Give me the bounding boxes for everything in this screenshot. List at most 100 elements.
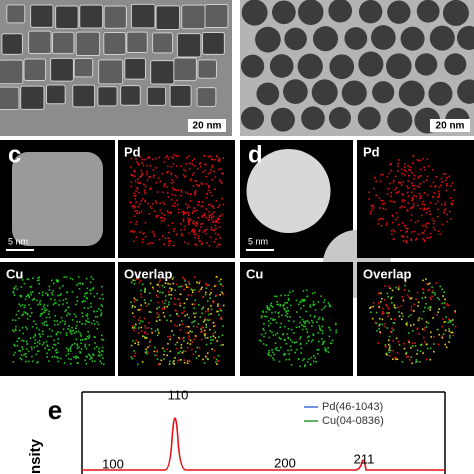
- element-signal: [188, 206, 191, 208]
- element-signal: [390, 170, 393, 172]
- element-signal: [30, 312, 33, 314]
- element-signal: [36, 299, 38, 302]
- element-signal: [141, 198, 144, 200]
- element-signal: [432, 289, 434, 292]
- element-signal: [214, 325, 217, 327]
- element-signal: [137, 343, 140, 346]
- element-signal: [211, 178, 213, 181]
- element-signal: [85, 319, 87, 322]
- element-signal: [167, 342, 169, 345]
- element-signal: [197, 204, 199, 206]
- element-signal: [70, 350, 72, 352]
- element-signal: [325, 350, 328, 353]
- element-signal: [287, 310, 290, 312]
- element-signal: [145, 350, 148, 353]
- element-signal: [149, 282, 152, 285]
- element-signal: [202, 306, 205, 309]
- element-signal: [63, 323, 66, 325]
- element-signal: [180, 358, 182, 361]
- element-signal: [295, 348, 298, 351]
- element-signal: [170, 165, 173, 168]
- element-signal: [193, 193, 196, 196]
- element-signal: [219, 237, 221, 239]
- element-signal: [185, 211, 188, 214]
- element-signal: [162, 201, 165, 204]
- element-signal: [306, 331, 309, 334]
- nanocube: [55, 5, 79, 30]
- element-signal: [52, 303, 55, 306]
- element-signal: [374, 321, 377, 324]
- element-signal: [102, 298, 104, 300]
- element-signal: [299, 336, 302, 338]
- element-signal: [204, 310, 207, 313]
- element-signal: [132, 240, 135, 243]
- element-signal: [429, 296, 432, 299]
- map-panel: [118, 262, 235, 376]
- element-signal: [30, 346, 33, 348]
- element-signal: [443, 301, 446, 304]
- nanocube: [20, 85, 45, 110]
- element-signal: [171, 222, 174, 225]
- element-signal: [317, 318, 320, 321]
- element-signal: [268, 307, 271, 309]
- element-signal: [87, 353, 90, 356]
- element-signal: [131, 304, 134, 307]
- element-signal: [191, 303, 194, 306]
- element-signal: [217, 217, 219, 220]
- element-signal: [208, 319, 210, 322]
- element-signal: [37, 303, 39, 306]
- element-signal: [284, 314, 287, 317]
- element-signal: [173, 205, 176, 208]
- element-signal: [184, 175, 187, 177]
- element-signal: [443, 306, 446, 309]
- element-signal: [185, 157, 188, 159]
- element-signal: [378, 306, 380, 308]
- element-signal: [78, 288, 81, 290]
- element-signal: [278, 360, 281, 363]
- element-signal: [170, 289, 173, 292]
- element-signal: [396, 358, 399, 360]
- element-signal: [416, 327, 419, 330]
- element-signal: [186, 313, 189, 316]
- element-signal: [16, 288, 19, 291]
- element-signal: [312, 333, 314, 336]
- element-signal: [76, 356, 79, 359]
- element-signal: [425, 278, 427, 280]
- element-signal: [427, 289, 429, 292]
- element-signal: [74, 315, 77, 318]
- element-signal: [161, 300, 164, 303]
- element-signal: [179, 302, 181, 305]
- element-signal: [388, 349, 390, 351]
- element-signal: [398, 285, 400, 288]
- element-signal: [450, 202, 453, 205]
- element-signal: [170, 182, 173, 184]
- element-signal: [13, 287, 15, 290]
- element-signal: [210, 226, 213, 229]
- element-signal: [133, 315, 135, 318]
- element-signal: [197, 200, 200, 203]
- element-signal: [385, 304, 387, 306]
- element-signal: [418, 186, 421, 188]
- element-signal: [172, 334, 175, 336]
- element-signal: [181, 312, 183, 314]
- element-signal: [450, 184, 452, 187]
- element-signal: [407, 340, 410, 342]
- element-signal: [212, 221, 215, 223]
- element-signal: [401, 205, 403, 208]
- element-signal: [186, 325, 189, 328]
- element-signal: [212, 300, 215, 302]
- element-signal: [141, 162, 143, 164]
- element-signal: [187, 332, 190, 334]
- element-signal: [425, 208, 428, 211]
- element-signal: [69, 329, 72, 331]
- element-signal: [218, 159, 221, 161]
- element-signal: [184, 225, 187, 228]
- element-signal: [390, 191, 393, 194]
- element-signal: [416, 185, 419, 188]
- element-signal: [26, 278, 29, 280]
- element-signal: [161, 216, 164, 219]
- element-signal: [200, 243, 203, 245]
- element-signal: [156, 312, 159, 315]
- element-signal: [206, 337, 209, 339]
- element-signal: [211, 213, 213, 215]
